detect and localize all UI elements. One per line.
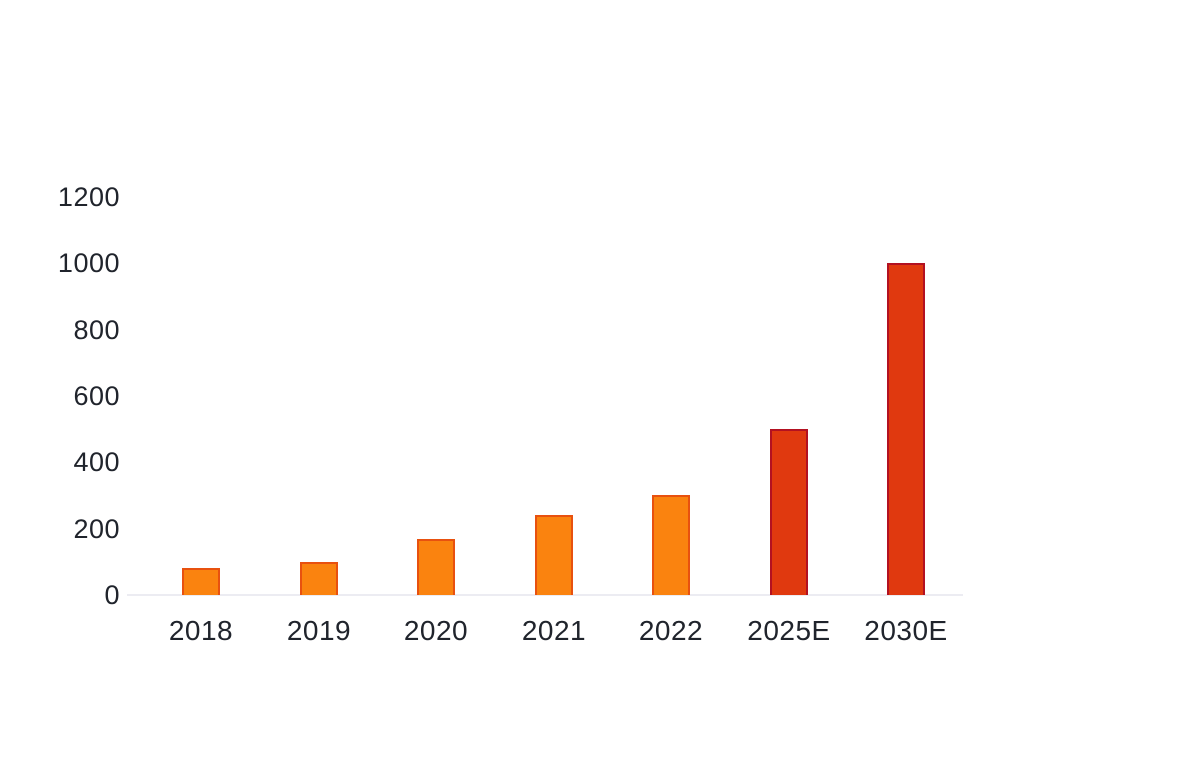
- bar-2025E: [770, 429, 808, 595]
- bar-2019: [300, 562, 338, 595]
- y-tick-label: 1000: [57, 248, 120, 279]
- x-tick-label: 2025E: [747, 615, 831, 646]
- x-tick-label: 2019: [286, 615, 352, 646]
- y-tick-label: 600: [73, 381, 120, 411]
- x-axis-baseline: [127, 594, 963, 596]
- x-tick-label: 2022: [638, 615, 704, 646]
- y-tick-label: 0: [104, 580, 120, 610]
- y-tick-label: 400: [73, 447, 120, 478]
- y-tick-label: 800: [73, 314, 120, 345]
- x-tick-label: 2021: [521, 615, 587, 646]
- bar-2020: [417, 539, 455, 595]
- x-tick-label: 2030E: [864, 615, 948, 646]
- x-tick-label: 2018: [168, 615, 234, 646]
- y-tick-label: 1200: [57, 182, 120, 212]
- bar-2030E: [887, 263, 925, 595]
- plot-area: [127, 197, 963, 596]
- y-tick-label: 200: [73, 513, 120, 544]
- bar-2022: [652, 495, 690, 595]
- bar-2021: [535, 515, 573, 595]
- bar-2018: [182, 568, 220, 595]
- x-tick-label: 2020: [403, 615, 469, 646]
